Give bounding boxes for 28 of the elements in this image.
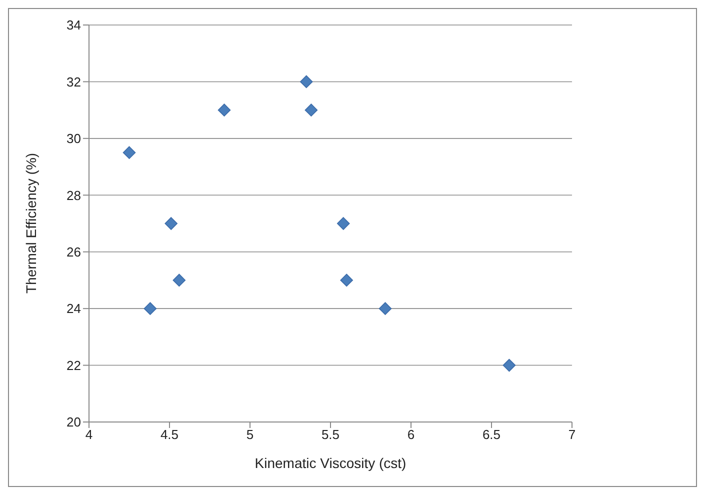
point: [300, 75, 313, 88]
y-tick-label: 26: [66, 244, 81, 260]
point: [122, 146, 136, 160]
x-tick-label: 7: [568, 427, 576, 442]
point: [144, 302, 157, 315]
x-tick-label: 4.5: [160, 427, 179, 442]
point: [172, 274, 186, 287]
y-axis-title: Thermal Efficiency (%): [22, 152, 39, 294]
y-tick-label: 22: [66, 358, 81, 373]
y-tick-label: 24: [66, 301, 81, 316]
point: [164, 217, 178, 230]
x-tick-label: 6.5: [482, 427, 501, 442]
y-tick-label: 34: [66, 18, 81, 33]
x-tick-label: 6: [407, 427, 415, 442]
x-tick-label: 4: [85, 427, 93, 442]
point: [218, 104, 231, 116]
x-tick-label: 5: [246, 427, 254, 442]
point: [340, 274, 353, 287]
point: [502, 358, 516, 372]
y-tick-label: 30: [66, 131, 81, 146]
point: [336, 217, 350, 230]
x-tick-label: 5.5: [321, 427, 340, 442]
x-axis-title: Kinematic Viscosity (cst): [254, 455, 406, 471]
point: [378, 302, 392, 315]
y-tick-label: 28: [66, 188, 81, 203]
y-tick-label: 20: [66, 414, 81, 430]
y-tick-label: 32: [66, 74, 81, 90]
point: [304, 104, 318, 116]
